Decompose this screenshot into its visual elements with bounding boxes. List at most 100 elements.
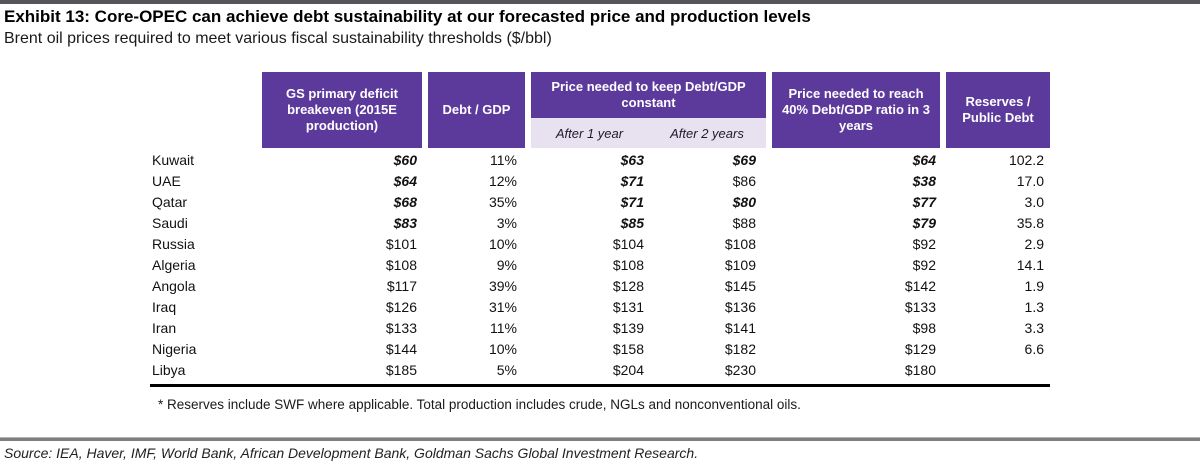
cell-reach-40: $180 [904,362,936,378]
cell-after-1yr: $204 [612,362,644,378]
cell-debt-gdp: 11% [490,320,517,336]
cell-deficit: $108 [385,257,417,273]
cell-after-1yr: $85 [620,215,644,231]
footnote: * Reserves include SWF where applicable.… [158,397,801,412]
table-row: Kuwait $60 11% $63 $69 $64 102.2 [150,150,1050,171]
table-row: Libya $185 5% $204 $230 $180 [150,360,1050,381]
cell-deficit: $68 [393,194,417,210]
cell-debt-gdp: 12% [488,173,517,189]
header-price-constant-group: Price needed to keep Debt/GDP constant A… [531,72,766,148]
top-divider-bar [0,0,1200,4]
cell-deficit: $144 [385,341,417,357]
cell-debt-gdp: 10% [488,341,517,357]
cell-country: Iran [152,320,177,336]
cell-after-2yr: $80 [732,194,756,210]
cell-reach-40: $92 [912,257,936,273]
country-column-spacer [150,72,262,148]
cell-debt-gdp: 35% [488,194,517,210]
table-row: Saudi $83 3% $85 $88 $79 35.8 [150,213,1050,234]
cell-debt-gdp: 10% [488,236,517,252]
cell-after-1yr: $139 [612,320,644,336]
cell-reach-40: $77 [912,194,936,210]
table-row: Iraq $126 31% $131 $136 $133 1.3 [150,297,1050,318]
table-body: Kuwait $60 11% $63 $69 $64 102.2 UAE $64 12% $71 $8… [150,150,1050,381]
cell-country: Libya [152,362,186,378]
cell-after-2yr: $88 [732,215,756,231]
cell-reserves: 3.3 [1024,320,1044,336]
data-table: GS primary deficit breakeven (2015E prod… [150,72,1050,381]
cell-deficit: $185 [385,362,417,378]
table-row: Angola $117 39% $128 $145 $142 1.9 [150,276,1050,297]
cell-after-2yr: $230 [724,362,756,378]
cell-after-1yr: $131 [612,299,644,315]
cell-reserves: 1.9 [1024,278,1044,294]
cell-country: UAE [152,173,181,189]
cell-after-1yr: $71 [620,194,644,210]
cell-reach-40: $129 [904,341,936,357]
cell-reserves: 3.0 [1024,194,1044,210]
cell-country: Iraq [152,299,177,315]
cell-reserves: 17.0 [1016,173,1044,189]
cell-deficit: $60 [393,152,417,168]
table-row: Russia $101 10% $104 $108 $92 2.9 [150,234,1050,255]
table-row: Algeria $108 9% $108 $109 $92 14.1 [150,255,1050,276]
cell-deficit: $64 [393,173,417,189]
cell-reserves: 35.8 [1016,215,1044,231]
cell-after-1yr: $108 [612,257,644,273]
cell-debt-gdp: 3% [496,215,517,231]
cell-country: Kuwait [152,152,195,168]
cell-reserves: 14.1 [1016,257,1044,273]
cell-after-2yr: $141 [724,320,756,336]
cell-after-2yr: $182 [724,341,756,357]
header-price-constant: Price needed to keep Debt/GDP constant [531,72,766,118]
cell-debt-gdp: 9% [496,257,517,273]
cell-deficit: $133 [385,320,417,336]
exhibit-subtitle: Brent oil prices required to meet variou… [4,30,552,47]
cell-after-1yr: $71 [620,173,644,189]
cell-after-1yr: $158 [612,341,644,357]
cell-after-2yr: $136 [724,299,756,315]
header-price-40pct: Price needed to reach 40% Debt/GDP ratio… [772,72,940,148]
cell-reach-40: $133 [904,299,936,315]
cell-country: Qatar [152,194,188,210]
cell-reach-40: $64 [912,152,936,168]
cell-reserves: 102.2 [1008,152,1044,168]
cell-debt-gdp: 39% [488,278,517,294]
exhibit-title: Exhibit 13: Core-OPEC can achieve debt s… [4,7,811,26]
cell-deficit: $83 [393,215,417,231]
cell-reach-40: $79 [912,215,936,231]
subheader-after-2-years: After 2 years [670,125,744,141]
cell-deficit: $101 [385,236,417,252]
subheader-after-1-year: After 1 year [555,125,624,141]
source-line: Source: IEA, Haver, IMF, World Bank, Afr… [4,445,699,461]
cell-after-2yr: $109 [724,257,756,273]
cell-country: Russia [152,236,195,252]
cell-debt-gdp: 11% [490,152,517,168]
cell-after-2yr: $69 [732,152,756,168]
table-row: Qatar $68 35% $71 $80 $77 3.0 [150,192,1050,213]
cell-country: Saudi [152,215,188,231]
cell-reach-40: $38 [912,173,936,189]
header-debt-gdp: Debt / GDP [428,72,525,148]
cell-reserves [946,360,1050,381]
table-bottom-rule [150,384,1050,387]
cell-after-1yr: $63 [620,152,644,168]
table-row: UAE $64 12% $71 $86 $38 17.0 [150,171,1050,192]
cell-reserves: 2.9 [1024,236,1044,252]
cell-after-1yr: $128 [612,278,644,294]
cell-reserves: 6.6 [1024,341,1044,357]
cell-after-2yr: $86 [732,173,756,189]
cell-after-2yr: $108 [724,236,756,252]
cell-deficit: $117 [386,278,417,294]
cell-country: Algeria [152,257,196,273]
table-header: GS primary deficit breakeven (2015E prod… [150,72,1050,148]
cell-debt-gdp: 5% [496,362,517,378]
header-reserves: Reserves / Public Debt [946,72,1050,148]
cell-reach-40: $142 [904,278,936,294]
cell-country: Angola [152,278,196,294]
cell-reserves: 1.3 [1024,299,1044,315]
cell-reach-40: $98 [912,320,936,336]
cell-after-2yr: $145 [724,278,756,294]
cell-after-1yr: $104 [612,236,644,252]
